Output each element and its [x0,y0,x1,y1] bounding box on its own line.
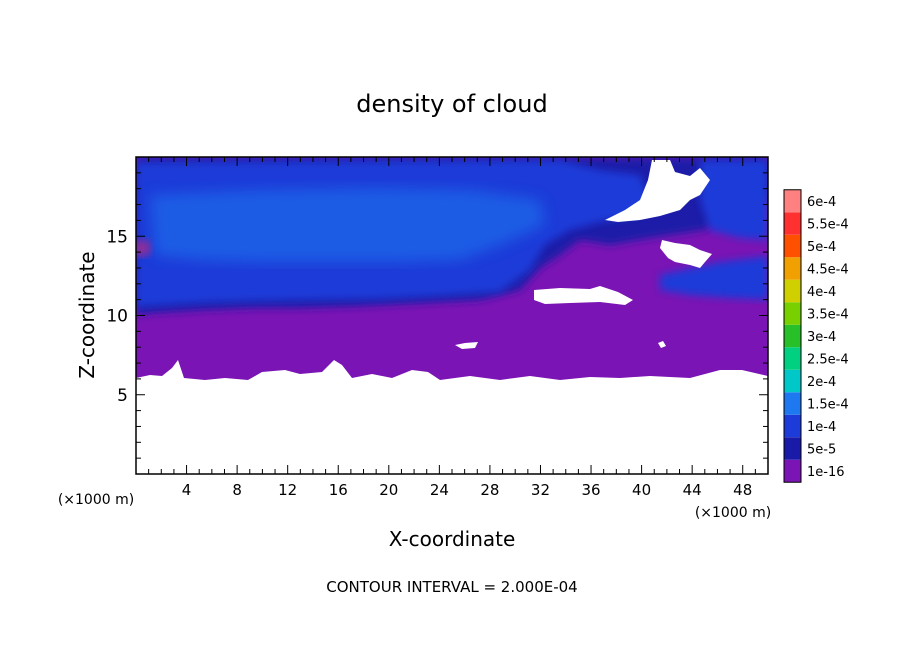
colorbar-swatch [784,324,801,348]
y-tick-label: 10 [106,307,128,327]
colorbar-label: 3e-4 [807,330,836,345]
colorbar-swatch [784,257,801,280]
colorbar-swatch [784,369,801,393]
cloud-right-region [700,160,768,240]
colorbar-label: 1e-16 [807,465,845,480]
contour-interval-label: CONTOUR INTERVAL = 2.000E-04 [326,578,577,596]
clear-patch-2 [605,160,710,222]
colorbar-swatch [784,347,801,370]
clear-patch-5 [658,341,666,348]
x-tick-label: 12 [278,481,297,499]
cloud-right-low [660,256,768,300]
colorbar-label: 5e-5 [807,443,836,458]
colorbar-swatch [784,414,801,438]
x-tick-label: 24 [430,481,449,499]
colorbar-frame [783,189,802,483]
x-tick-label: 20 [379,481,398,499]
y-axis-title: Z-coordinate [75,251,99,378]
clear-patch-4 [455,342,478,349]
plot-area [136,157,768,474]
colorbar-label: 4e-4 [807,285,836,300]
y-unit-label: (×1000 m) [58,492,134,508]
colorbar-swatch [784,234,801,258]
colorbar-label: 1.5e-4 [807,398,849,413]
colorbar-swatch [784,279,801,303]
y-axis: 5 10 15 [106,172,768,459]
colorbar-swatch [784,392,801,415]
x-axis-title: X-coordinate [389,527,516,551]
colorbar-swatch [784,437,801,460]
x-tick-label: 28 [480,481,499,499]
colorbar-swatch [784,189,801,213]
colorbar-swatch [784,212,801,235]
x-tick-label: 4 [182,481,192,499]
colorbar-label: 5e-4 [807,240,836,255]
x-unit-label: (×1000 m) [695,505,771,521]
x-tick-label: 8 [232,481,242,499]
colorbar-swatch [784,302,801,325]
x-axis: 4 8 12 16 20 24 28 32 36 40 44 48 [148,157,756,499]
colorbar-label: 3.5e-4 [807,308,849,323]
colorbar-label: 2.5e-4 [807,353,849,368]
colorbar-label: 6e-4 [807,195,836,210]
colorbar-label: 2e-4 [807,375,836,390]
x-tick-label: 48 [733,481,752,499]
x-tick-label: 40 [632,481,651,499]
colorbar: 1e-16 5e-5 1e-4 1.5e-4 2e-4 2.5e-4 3e-4 3.5e-4 4… [783,189,849,483]
colorbar-label: 1e-4 [807,420,836,435]
clear-patch-1 [534,286,633,305]
colorbar-label: 4.5e-4 [807,263,849,278]
colorbar-swatch [784,459,801,483]
y-tick-label: 5 [117,386,128,406]
x-tick-label: 44 [683,481,702,499]
y-tick-label: 15 [106,227,128,247]
clear-patch-3 [660,240,712,268]
x-tick-label: 32 [531,481,550,499]
colorbar-label: 5.5e-4 [807,218,849,233]
chart-title: density of cloud [356,90,547,118]
cloud-light-region [150,188,545,262]
x-tick-label: 36 [581,481,600,499]
x-tick-label: 16 [329,481,348,499]
